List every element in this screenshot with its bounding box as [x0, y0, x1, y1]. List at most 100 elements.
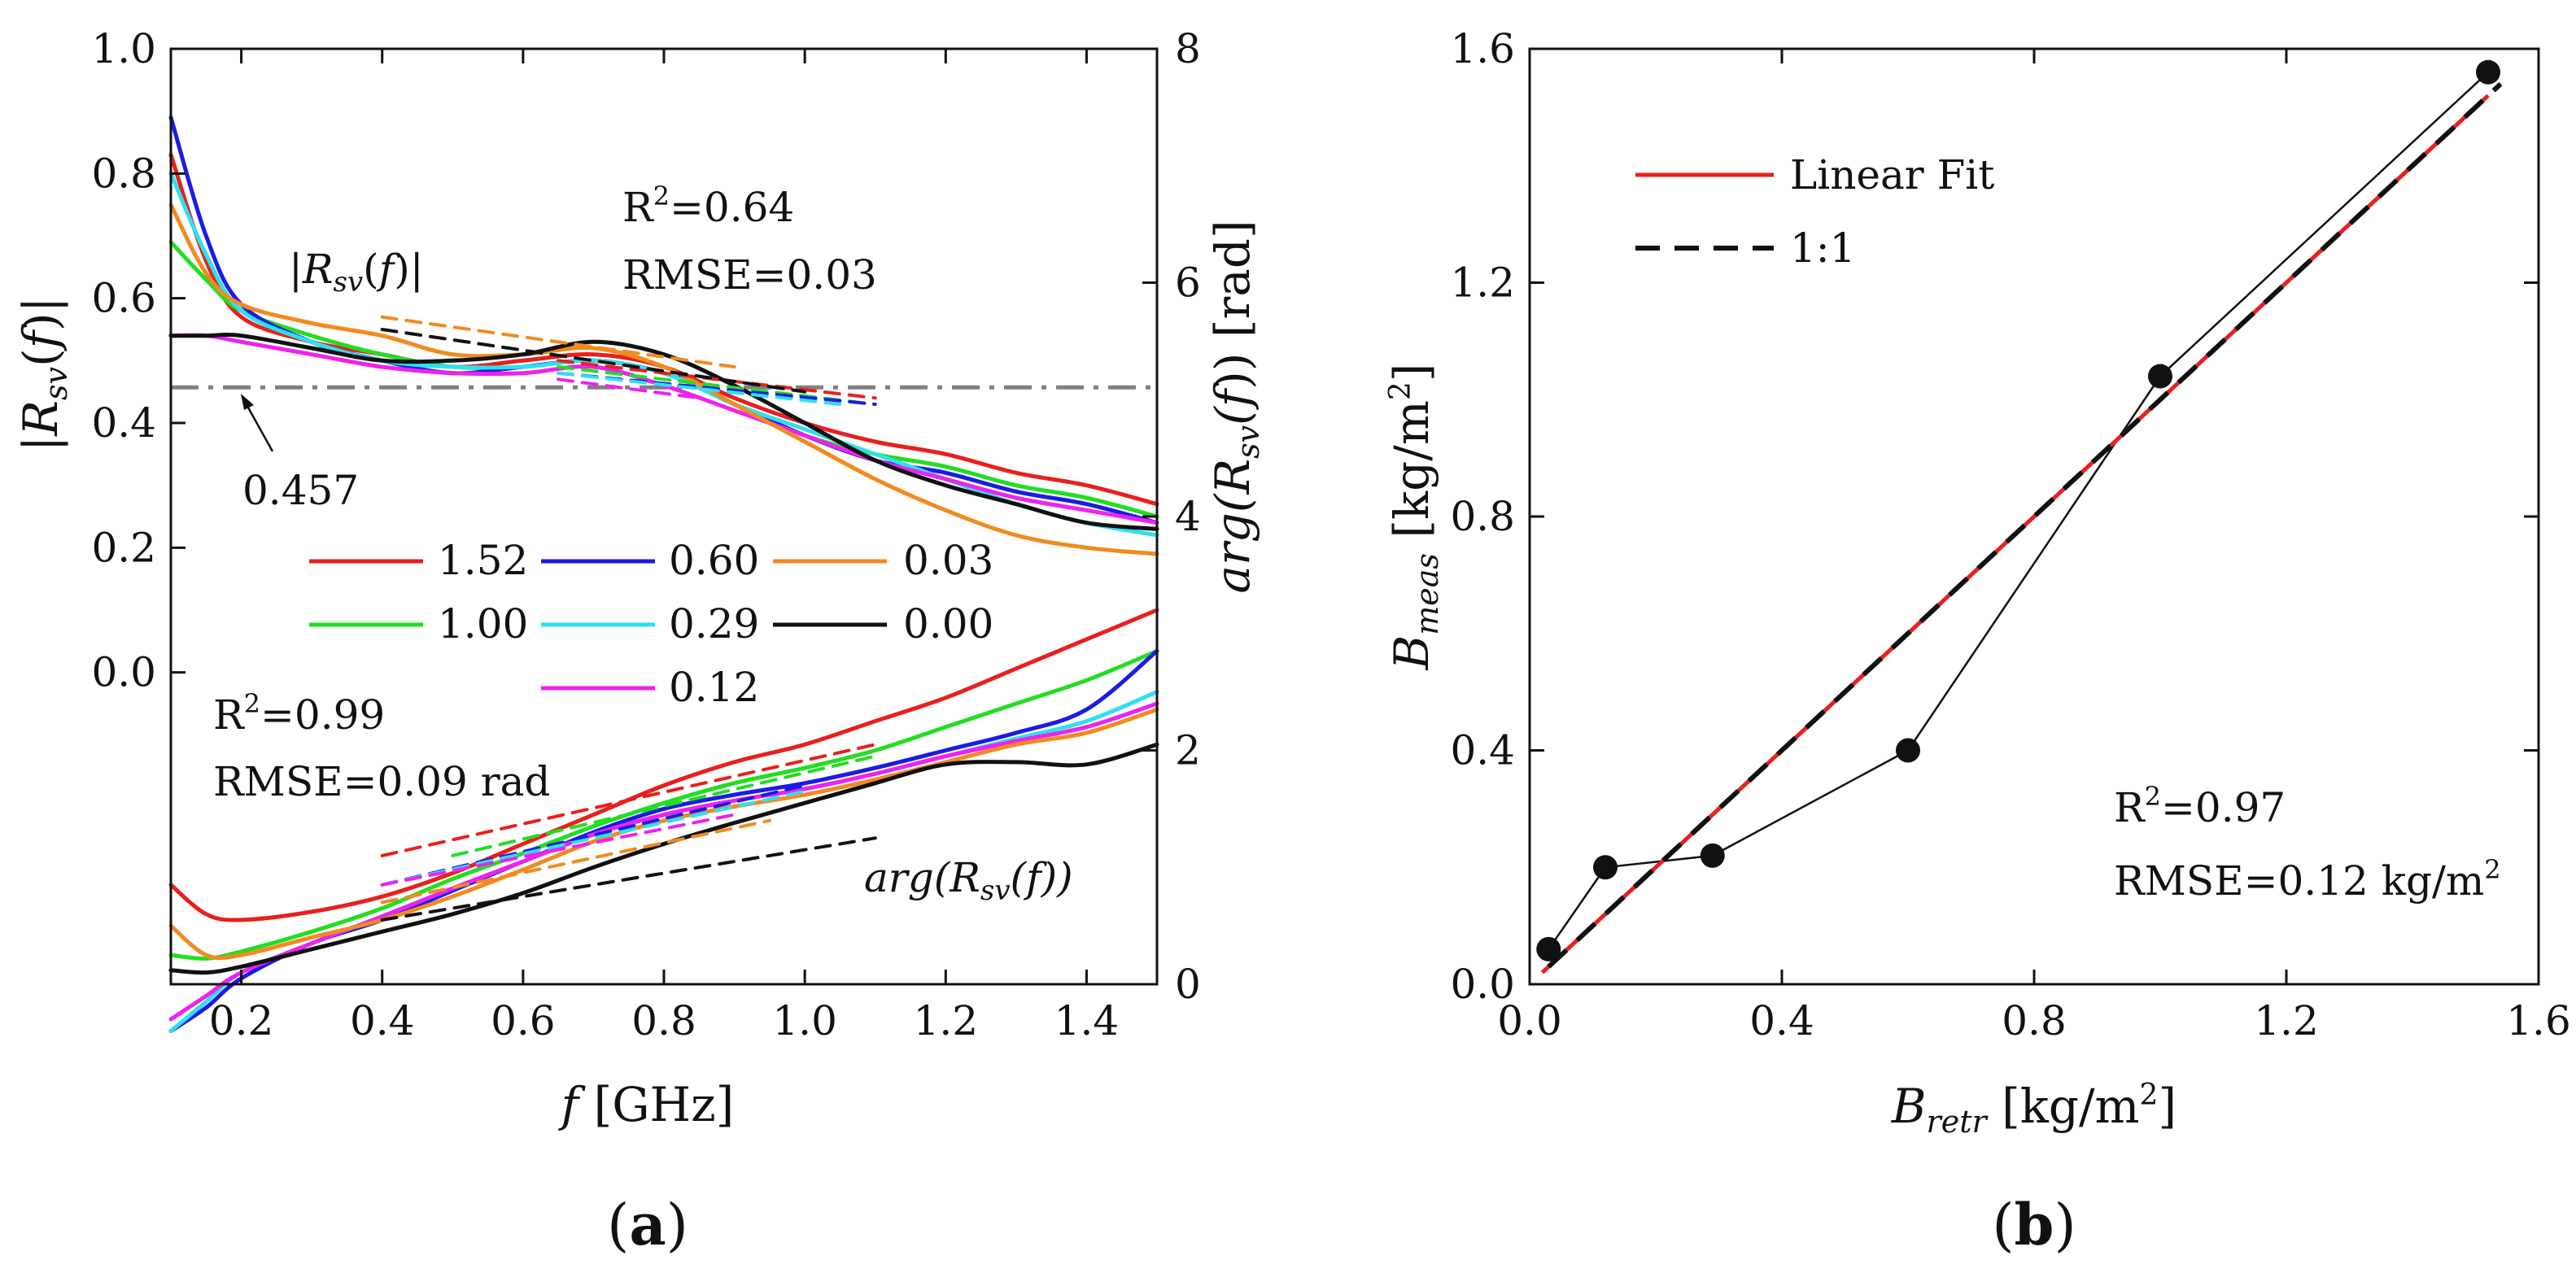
legend-label-0.12: 0.12 — [669, 664, 759, 711]
phase-curve-1.52 — [168, 608, 1159, 922]
left-y-tick-label: 0.4 — [91, 399, 156, 447]
magnitude-curve-1.52 — [168, 152, 1159, 507]
magnitude-fit-lines — [380, 315, 877, 406]
phase-fit-1.00 — [451, 754, 877, 857]
x-tick-label: 0.8 — [631, 997, 696, 1044]
right-y-tick-label: 0 — [1175, 961, 1201, 1008]
phase-fit-1.52 — [380, 743, 877, 857]
magnitude-fit-0.00 — [380, 328, 807, 394]
legend-label-0.03: 0.03 — [903, 537, 993, 584]
panel-b-x-ticks: 0.0 0.4 0.8 1.2 1.6 — [1497, 49, 2571, 1044]
legend-label-1.00: 1.00 — [438, 600, 528, 647]
magnitude-fit-1.00 — [557, 365, 877, 406]
phase-rmse: RMSE=0.09 rad — [213, 758, 550, 805]
panel-b-r2: R2=0.97 — [2114, 781, 2286, 831]
left-y-tick-label: 0.8 — [91, 150, 156, 197]
left-y-tick-label: 0.6 — [91, 275, 156, 322]
y-tick-label: 0.8 — [1450, 493, 1515, 540]
phase-fit-0.00 — [380, 836, 877, 922]
right-y-tick-label: 4 — [1175, 493, 1201, 540]
legend-label-one-to-one: 1:1 — [1790, 225, 1855, 272]
x-tick-label: 1.2 — [2254, 997, 2319, 1044]
scatter-point — [1536, 936, 1561, 961]
phase-fit-0.03 — [380, 818, 771, 905]
panel-b-rmse: RMSE=0.12 kg/m2 — [2114, 854, 2501, 905]
magnitude-rmse: RMSE=0.03 — [622, 251, 877, 299]
panel-b-legend: Linear Fit 1:1 — [1635, 151, 1994, 272]
scatter-point — [2476, 59, 2500, 85]
panel-b-x-axis-title: Bretr [kg/m2] — [1891, 1079, 2177, 1140]
panel-a-right-y-axis-title: arg(Rsv(f)) [rad] — [1205, 220, 1266, 593]
left-y-tick-label: 0.0 — [91, 649, 156, 696]
magnitude-curve-0.03 — [168, 203, 1159, 556]
x-tick-label: 0.8 — [2002, 997, 2067, 1044]
y-tick-label: 0.4 — [1450, 727, 1515, 774]
phase-r2: R2=0.99 — [213, 688, 385, 739]
legend-label-1.52: 1.52 — [438, 537, 528, 584]
y-tick-label: 1.2 — [1450, 259, 1515, 307]
panel-a-left-y-axis-title: |Rsv(f)| — [13, 297, 74, 451]
magnitude-fit-0.12 — [557, 377, 701, 400]
reference-callout-line — [242, 399, 274, 452]
magnitude-curve-0.60 — [168, 115, 1159, 525]
right-y-tick-label: 8 — [1175, 25, 1201, 72]
magnitude-fit-0.29 — [557, 371, 842, 406]
panel-a-x-ticks: 0.2 0.4 0.6 0.8 1.0 1.2 1.4 — [209, 49, 1119, 1044]
scatter-point — [2148, 364, 2172, 389]
phase-fit-lines — [380, 743, 877, 922]
phase-curve-0.00 — [168, 742, 1159, 975]
magnitude-fit-0.03 — [380, 315, 736, 368]
x-tick-label: 0.4 — [1749, 997, 1814, 1044]
one-to-one-line — [1547, 81, 2503, 969]
panel-a-marks — [168, 115, 1159, 1033]
panel-a-left-y-ticks: 1.0 0.8 0.6 0.4 0.2 0.0 — [91, 25, 186, 696]
panel-a-x-axis-title: f [GHz] — [558, 1077, 735, 1132]
scatter-point — [1896, 738, 1920, 763]
x-tick-label: 1.0 — [772, 997, 837, 1044]
x-tick-label: 0.0 — [1497, 997, 1562, 1044]
phase-curve-0.03 — [168, 707, 1159, 961]
magnitude-r2: R2=0.64 — [622, 181, 794, 231]
x-tick-label: 0.4 — [350, 997, 415, 1044]
y-tick-label: 1.6 — [1450, 25, 1515, 72]
x-tick-label: 1.2 — [914, 997, 979, 1044]
magnitude-fit-1.52 — [557, 359, 877, 400]
phase-curves — [168, 608, 1159, 1033]
x-tick-label: 0.2 — [209, 997, 274, 1044]
scatter-connector — [1548, 71, 2489, 950]
reference-callout-arrowhead — [241, 394, 254, 410]
panel-b-caption: (b) — [1992, 1191, 2076, 1258]
magnitude-curve-label: |Rsv(f)| — [289, 246, 424, 299]
panel-a-caption: (a) — [607, 1191, 688, 1258]
panel-b: 0.0 0.4 0.8 1.2 1.6 1.6 1.2 0.8 0.4 0.0 Linear F… — [1384, 25, 2571, 1258]
legend-label-0.60: 0.60 — [669, 537, 759, 584]
x-tick-label: 1.6 — [2506, 997, 2571, 1044]
phase-curve-0.12 — [168, 701, 1159, 1022]
legend-label-0.00: 0.00 — [903, 600, 993, 647]
scatter-point — [1593, 855, 1618, 880]
magnitude-curve-0.12 — [168, 333, 1159, 525]
left-y-tick-label: 0.2 — [91, 524, 156, 571]
panel-b-marks — [1536, 59, 2503, 974]
panel-a: 0.2 0.4 0.6 0.8 1.0 1.2 1.4 1.0 0.8 0.6 0.4 0.2 0.0… — [13, 25, 1266, 1258]
legend-label-linear-fit: Linear Fit — [1790, 151, 1994, 198]
panel-b-y-ticks: 1.6 1.2 0.8 0.4 0.0 — [1450, 25, 2539, 1008]
phase-fit-0.60 — [380, 783, 807, 887]
reference-line-label: 0.457 — [242, 467, 359, 514]
left-y-tick-label: 1.0 — [91, 25, 156, 72]
x-tick-label: 0.6 — [491, 997, 556, 1044]
panel-b-y-axis-title: Bmeas [kg/m2] — [1384, 364, 1445, 671]
right-y-tick-label: 6 — [1175, 259, 1201, 307]
scatter-point — [1700, 843, 1725, 868]
legend-label-0.29: 0.29 — [669, 600, 759, 647]
phase-curve-label: arg(Rsv(f)) — [864, 854, 1073, 907]
y-tick-label: 0.0 — [1450, 961, 1515, 1008]
right-y-tick-label: 2 — [1175, 727, 1201, 774]
panel-a-right-y-ticks: 8 6 4 2 0 — [1142, 25, 1201, 1008]
magnitude-curve-0.00 — [168, 333, 1159, 531]
phase-fit-0.12 — [380, 813, 736, 887]
phase-fit-0.29 — [380, 789, 807, 887]
panel-a-legend: 1.52 0.60 0.03 1.00 0.29 0.00 0.12 — [309, 537, 993, 711]
x-tick-label: 1.4 — [1054, 997, 1120, 1044]
